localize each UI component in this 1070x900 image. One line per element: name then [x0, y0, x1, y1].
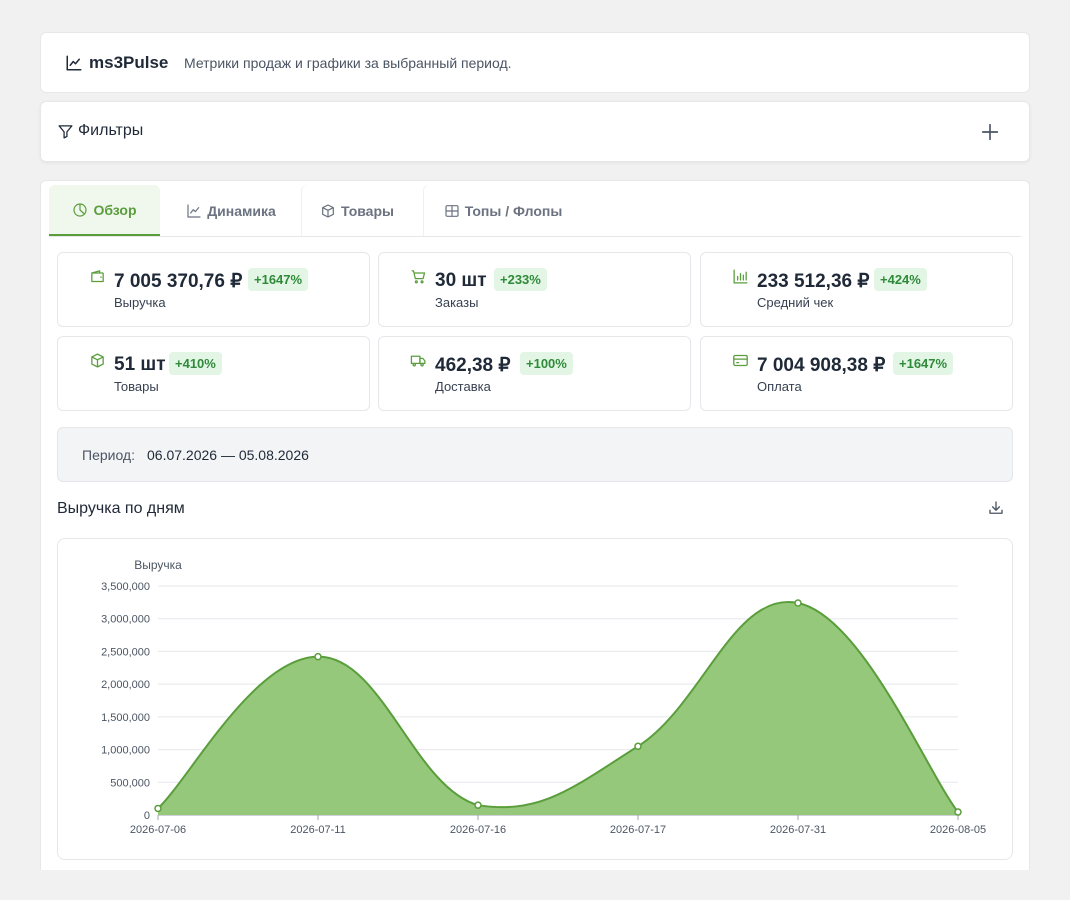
tab-products[interactable]: Товары	[301, 185, 413, 236]
tab-dynamics[interactable]: Динамика	[171, 185, 291, 236]
box-icon	[322, 203, 334, 218]
metric-delivery: 462,38 ₽ +100% Доставка	[378, 336, 691, 411]
x-tick-label: 2026-07-31	[770, 824, 826, 836]
credit-card-icon	[733, 354, 748, 367]
tab-label: Динамика	[207, 202, 276, 219]
chart-title: Выручка по дням	[57, 500, 185, 517]
data-point	[474, 801, 482, 809]
metric-badge: +1647%	[248, 268, 309, 291]
x-tick-label: 2026-08-05	[930, 824, 986, 836]
expand-filters-button[interactable]	[979, 121, 1001, 143]
y-tick-label: 3,500,000	[101, 581, 150, 593]
box-icon	[91, 353, 104, 368]
grid-icon	[445, 204, 459, 217]
metric-revenue: 7 005 370,76 ₽ +1647% Выручка	[57, 252, 370, 327]
filters-toggle[interactable]: Фильтры	[57, 122, 143, 140]
metric-badge: +100%	[520, 352, 573, 375]
metric-avg-check: 233 512,36 ₽ +424% Средний чек	[700, 252, 1013, 327]
y-tick-label: 1,500,000	[101, 712, 150, 724]
cart-icon	[411, 270, 426, 284]
filters-title: Фильтры	[78, 122, 144, 139]
metric-badge: +233%	[494, 268, 547, 291]
x-tick-label: 2026-07-11	[290, 824, 345, 836]
x-tick-label: 2026-07-16	[450, 824, 506, 836]
bar-chart-icon	[733, 269, 748, 284]
period-bar: Период: 06.07.2026 — 05.08.2026	[57, 427, 1013, 482]
revenue-line	[157, 600, 959, 813]
period-label: Период:	[82, 447, 135, 463]
y-tick-label: 1,000,000	[101, 745, 150, 757]
tab-tops-flops[interactable]: Топы / Флопы	[423, 185, 583, 236]
app-name: ms3Pulse	[89, 53, 169, 72]
pie-chart-icon	[73, 202, 88, 217]
metric-badge: +1647%	[893, 352, 954, 375]
download-icon[interactable]	[987, 499, 1005, 517]
filters-card: Фильтры	[40, 101, 1030, 162]
metric-products: 51 шт +410% Товары	[57, 336, 370, 411]
y-tick-label: 0	[144, 810, 150, 822]
filter-icon	[58, 124, 73, 139]
tab-bar: Обзор Динамика Товары Топы / Флопы	[49, 185, 1021, 237]
tab-overview[interactable]: Обзор	[49, 185, 160, 236]
data-point	[314, 652, 322, 661]
revenue-area	[158, 601, 958, 815]
tab-label: Обзор	[93, 201, 137, 218]
metric-badge: +410%	[169, 352, 222, 375]
main-card: Обзор Динамика Товары Топы / Флопы 7 005…	[40, 180, 1030, 870]
period-value: 06.07.2026 — 05.08.2026	[147, 447, 309, 463]
page-subtitle: Метрики продаж и графики за выбранный пе…	[184, 55, 512, 71]
metric-label: Заказы	[435, 295, 479, 310]
data-point	[954, 808, 962, 816]
header-card: ms3Pulse Метрики продаж и графики за выб…	[40, 32, 1030, 93]
metric-value: 51 шт	[114, 354, 166, 375]
brand: ms3Pulse	[65, 53, 168, 73]
wallet-icon	[91, 270, 104, 283]
y-tick-label: 2,000,000	[101, 679, 150, 691]
metric-value: 7 004 908,38 ₽	[757, 355, 886, 376]
metric-payment: 7 004 908,38 ₽ +1647% Оплата	[700, 336, 1013, 411]
metric-value: 30 шт	[435, 270, 487, 291]
metric-orders: 30 шт +233% Заказы	[378, 252, 691, 327]
metric-label: Доставка	[435, 379, 491, 394]
data-point	[154, 804, 162, 813]
metric-label: Товары	[114, 379, 159, 394]
line-chart-icon	[66, 55, 82, 71]
x-tick-label: 2026-07-06	[130, 824, 186, 836]
tab-label: Товары	[341, 202, 394, 219]
truck-icon	[410, 355, 426, 367]
x-tick-label: 2026-07-17	[610, 824, 666, 836]
metric-label: Выручка	[114, 295, 166, 310]
y-tick-label: 500,000	[110, 777, 150, 789]
metric-label: Средний чек	[757, 295, 834, 310]
metric-value: 462,38 ₽	[435, 355, 511, 376]
data-point	[794, 599, 802, 607]
y-axis-title: Выручка	[134, 558, 182, 572]
revenue-chart: 0 500,000 1,000,000 1,500,000 2,000,000 2,500…	[57, 538, 1013, 860]
metric-value: 7 005 370,76 ₽	[114, 271, 243, 292]
line-chart-icon	[187, 203, 201, 218]
metric-badge: +424%	[874, 268, 927, 291]
y-tick-label: 3,000,000	[101, 614, 150, 626]
metric-label: Оплата	[757, 379, 802, 394]
tab-label: Топы / Флопы	[464, 202, 563, 219]
metric-value: 233 512,36 ₽	[757, 271, 870, 292]
chart-svg: 0 500,000 1,000,000 1,500,000 2,000,000 2,500…	[101, 558, 986, 836]
y-tick-label: 2,500,000	[101, 646, 150, 658]
data-point	[634, 742, 642, 751]
